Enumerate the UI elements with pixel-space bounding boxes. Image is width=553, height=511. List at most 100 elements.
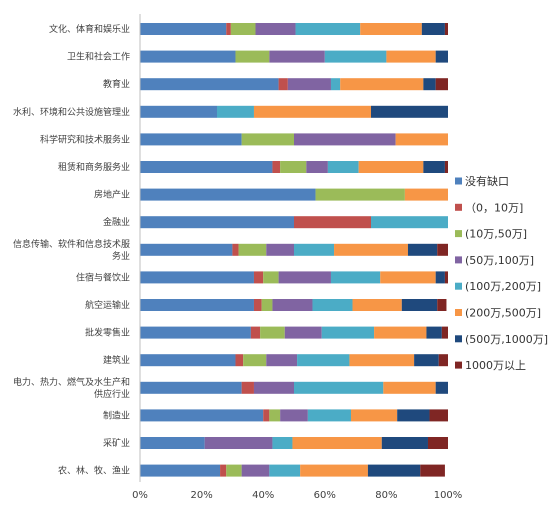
x-tick-label: 60% — [314, 490, 336, 501]
bar-segment — [371, 216, 448, 229]
bar-segment — [295, 23, 361, 35]
category-label: 制造业 — [103, 409, 130, 421]
bar-segment — [140, 133, 242, 146]
bar-segment — [220, 464, 227, 477]
bar-segment — [140, 23, 227, 35]
category-label: 租赁和商务服务业 — [58, 161, 130, 173]
bar-segment — [272, 161, 281, 173]
bar-segment — [407, 243, 438, 256]
bar-segment — [435, 78, 448, 91]
legend-label: (100万,200万] — [465, 280, 541, 293]
category-label: 批发零售业 — [85, 327, 130, 339]
x-tick-labels: 0% 20% 40% 60% 80% 100% — [132, 490, 462, 501]
bar-segment — [235, 354, 244, 367]
x-tick-label: 0% — [132, 490, 148, 501]
bar-segment — [327, 161, 359, 173]
bar-segment — [140, 105, 217, 118]
legend-swatch — [455, 177, 462, 185]
bar-segment — [278, 78, 288, 91]
legend-label: （0，10万] — [465, 201, 523, 214]
bar-segment — [226, 464, 242, 477]
bar-segment — [140, 381, 242, 394]
bar-segment — [269, 464, 301, 477]
bar-segment — [306, 161, 328, 173]
bar-segment — [269, 409, 281, 422]
bar-segment — [280, 409, 308, 422]
bar-segment — [371, 105, 448, 118]
bar-segment — [294, 381, 384, 394]
bar-segment — [140, 409, 264, 422]
bar-segment — [140, 216, 294, 229]
bar-segment — [321, 326, 375, 339]
bar-segment — [380, 271, 436, 284]
bar-segment — [426, 326, 442, 339]
category-label: 电力、热力、燃气及水生产和供应行业 — [13, 376, 130, 400]
bar-segment — [349, 354, 415, 367]
bar-segment — [381, 437, 428, 449]
bar-segment — [235, 50, 270, 63]
legend-swatch — [455, 256, 462, 264]
bar-segment — [294, 133, 396, 146]
category-label: 房地产业 — [94, 189, 130, 201]
legend: 没有缺口 （0，10万] (10万,50万] (50万,100万] (100万,200万… — [455, 174, 548, 372]
bar-segment — [386, 50, 436, 63]
legend-swatch — [455, 203, 462, 211]
bar-segment — [427, 437, 448, 449]
category-label: 教育业 — [103, 78, 130, 90]
bar-segment — [421, 23, 445, 35]
x-tick-label: 100% — [434, 490, 463, 501]
bar-segment — [437, 243, 448, 256]
bar-segment — [140, 161, 273, 173]
bar-segment — [250, 326, 261, 339]
bar-segment — [140, 299, 254, 311]
bar-segment — [266, 354, 298, 367]
legend-label: (10万,50万] — [465, 228, 527, 241]
bar-segment — [330, 78, 341, 91]
bar-segment — [140, 188, 316, 201]
bar-segment — [226, 23, 231, 35]
bar-segment — [429, 409, 448, 422]
bar-segment — [404, 188, 448, 201]
legend-label: 没有缺口 — [465, 174, 509, 188]
category-label: 农、林、牧、渔业 — [58, 465, 130, 477]
legend-swatch — [455, 309, 462, 316]
bars — [140, 23, 448, 477]
bar-segment — [272, 437, 293, 449]
bar-segment — [420, 464, 445, 477]
bar-segment — [423, 78, 436, 91]
category-label: 科学研究和技术服务业 — [40, 133, 130, 145]
bar-segment — [367, 464, 421, 477]
bar-segment — [435, 50, 448, 63]
category-label: 建筑业 — [103, 354, 130, 366]
bar-segment — [287, 78, 331, 91]
bar-segment — [140, 464, 221, 477]
x-tick-label: 20% — [190, 490, 212, 501]
category-label: 住宿与餐饮业 — [76, 271, 130, 283]
bar-segment — [263, 409, 270, 422]
category-label: 航空运输业 — [85, 299, 130, 311]
bar-segment — [435, 271, 445, 284]
bar-segment — [307, 409, 351, 422]
bar-segment — [315, 188, 405, 201]
bar-segment — [330, 271, 381, 284]
bar-segment — [294, 216, 371, 229]
bar-segment — [261, 299, 273, 311]
bar-segment — [140, 271, 254, 284]
bar-segment — [278, 271, 331, 284]
legend-label: (500万,1000万] — [465, 333, 548, 346]
legend-swatch — [455, 230, 462, 238]
bar-segment — [217, 105, 254, 118]
legend-swatch — [455, 335, 462, 343]
legend-swatch — [455, 282, 462, 290]
bar-segment — [204, 437, 273, 449]
bar-segment — [263, 271, 279, 284]
category-label: 水利、环境和公共设施管理业 — [13, 106, 130, 118]
category-label: 信息传输、软件和信息技术服务业 — [13, 238, 130, 262]
bar-segment — [272, 299, 313, 311]
bar-segment — [253, 381, 294, 394]
bar-segment — [360, 23, 422, 35]
bar-segment — [352, 299, 402, 311]
bar-segment — [441, 326, 448, 339]
bar-segment — [292, 437, 382, 449]
